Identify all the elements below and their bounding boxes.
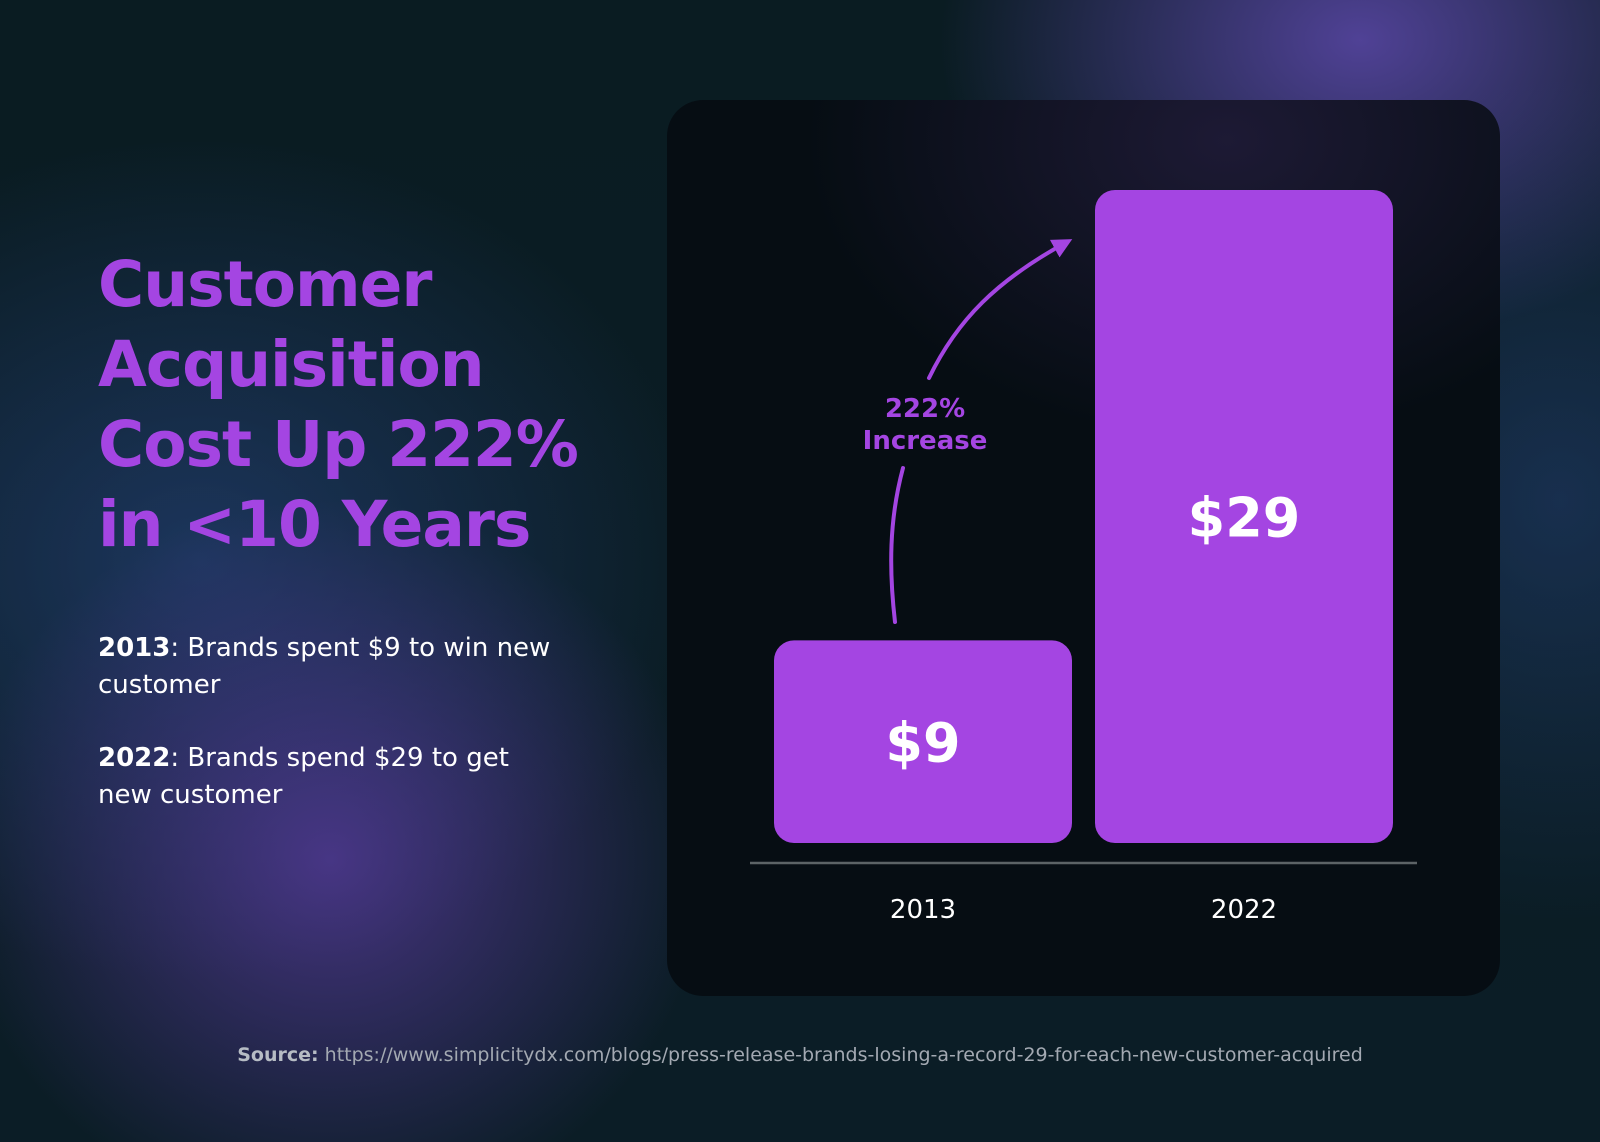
facts-list: 2013: Brands spent $9 to win new custome… xyxy=(98,630,568,850)
source-label: Source: xyxy=(237,1044,319,1066)
data-label-2022: $29 xyxy=(1188,487,1301,550)
increase-annotation-percent: 222% xyxy=(885,394,965,424)
tick-label-2022: 2022 xyxy=(1211,895,1277,925)
fact-year: 2013 xyxy=(98,633,171,663)
headline-line-4: in <10 Years xyxy=(98,488,531,561)
increase-annotation-label: Increase xyxy=(863,426,988,456)
increase-arrow-upper xyxy=(927,239,1073,380)
fact-text: : Brands spend $29 to get new customer xyxy=(98,743,509,810)
headline-line-2: Acquisition xyxy=(98,328,485,401)
fact-text: : Brands spent $9 to win new customer xyxy=(98,633,551,700)
fact-2022: 2022: Brands spend $29 to get new custom… xyxy=(98,740,568,814)
fact-2013: 2013: Brands spent $9 to win new custome… xyxy=(98,630,568,704)
bar-chart: $9 $29 2013 2022 222% Increase xyxy=(750,190,1417,925)
data-label-2013: $9 xyxy=(885,712,960,775)
fact-year: 2022 xyxy=(98,743,171,773)
headline: Customer Acquisition Cost Up 222% in <10… xyxy=(98,245,618,565)
source-url: https://www.simplicitydx.com/blogs/press… xyxy=(324,1044,1363,1066)
bar-2022 xyxy=(1095,190,1393,843)
chart-card: $9 $29 2013 2022 222% Increase xyxy=(667,100,1500,996)
increase-arrow-lower xyxy=(889,466,905,624)
headline-line-1: Customer xyxy=(98,248,432,321)
tick-label-2013: 2013 xyxy=(890,895,956,925)
headline-line-3: Cost Up 222% xyxy=(98,408,579,481)
source-citation: Source: https://www.simplicitydx.com/blo… xyxy=(0,1044,1600,1066)
bar-2013 xyxy=(774,640,1072,843)
